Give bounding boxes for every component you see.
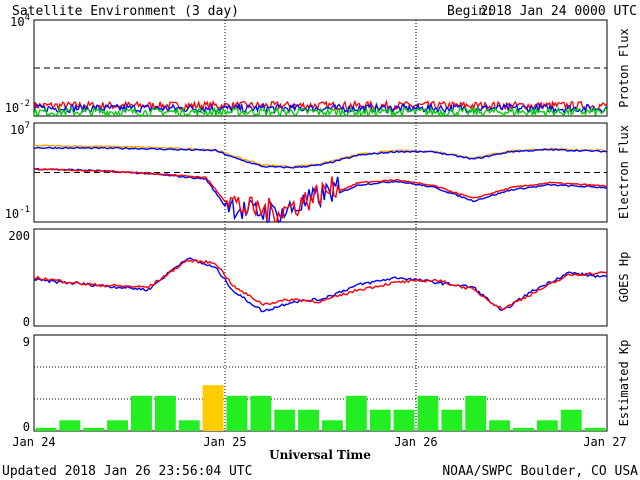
- hp-ytick-top: 200: [8, 229, 30, 243]
- proton-ytick-bottom: 10-2: [5, 99, 30, 115]
- kp-bar: [131, 395, 152, 431]
- kp-panel: 9 0 Estimated Kp: [23, 335, 631, 434]
- proton-series-group: [33, 67, 608, 119]
- proton-ytick-top: 104: [10, 13, 30, 29]
- hp-series-1: [33, 259, 608, 311]
- kp-bar: [584, 427, 606, 431]
- proton-series-2: [33, 105, 608, 119]
- kp-bar: [298, 409, 319, 431]
- day-dividers: [224, 20, 417, 431]
- kp-bar: [441, 409, 463, 431]
- kp-bar: [178, 420, 200, 431]
- kp-bars-group: [35, 385, 606, 431]
- kp-gridlines: [34, 366, 607, 400]
- xtick-0: Jan 24: [12, 435, 55, 449]
- hp-series-group: [33, 257, 608, 313]
- electron-ytick-bottom: 10-1: [5, 205, 30, 221]
- kp-bar: [202, 385, 224, 431]
- proton-series-0: [33, 99, 608, 112]
- kp-bar: [322, 420, 343, 431]
- electron-series-group: [33, 144, 608, 224]
- credit-text: NOAA/SWPC Boulder, CO USA: [442, 464, 638, 479]
- kp-bar: [489, 420, 510, 431]
- hp-panel-frame: [33, 228, 608, 327]
- electron-flux-panel: 107 10-1 Electron Flux: [5, 121, 631, 224]
- kp-bar: [513, 427, 534, 431]
- electron-series-3: [33, 168, 608, 223]
- kp-bar: [59, 420, 81, 431]
- kp-bar: [154, 395, 176, 431]
- xtick-1: Jan 25: [203, 435, 246, 449]
- begin-label: Begin:: [447, 4, 494, 19]
- xtick-2: Jan 26: [394, 435, 437, 449]
- begin-date: 2018 Jan 24 0000 UTC: [480, 4, 637, 19]
- electron-ylabel: Electron Flux: [617, 125, 631, 219]
- proton-flux-panel: 104 10-2 Proton Flux: [5, 13, 631, 119]
- kp-bar: [369, 409, 391, 431]
- kp-bar: [393, 409, 415, 431]
- kp-ytick-top: 9: [23, 335, 30, 349]
- electron-ytick-top: 107: [10, 121, 30, 137]
- chart-title: Satellite Environment (3 day): [12, 4, 239, 19]
- kp-ytick-bottom: 0: [23, 420, 30, 434]
- updated-timestamp: Updated 2018 Jan 26 23:56:04 UTC: [2, 464, 252, 479]
- goes-hp-panel: 200 0 GOES Hp: [8, 229, 631, 329]
- kp-bar: [35, 427, 57, 431]
- kp-bar: [465, 395, 487, 431]
- kp-bar: [345, 395, 367, 431]
- kp-bar: [417, 395, 439, 431]
- kp-panel-frame: [33, 334, 608, 432]
- kp-bar: [107, 420, 128, 431]
- hp-ytick-bottom: 0: [23, 315, 30, 329]
- kp-bar: [226, 395, 248, 431]
- kp-bar: [536, 420, 558, 431]
- kp-bar: [83, 427, 105, 431]
- kp-bar: [250, 395, 272, 431]
- electron-series-1: [33, 146, 607, 169]
- hp-ylabel: GOES Hp: [617, 252, 631, 303]
- kp-bar: [560, 409, 582, 431]
- kp-ylabel: Estimated Kp: [617, 340, 631, 427]
- xtick-3: Jan 27: [583, 435, 626, 449]
- electron-series-0: [33, 144, 608, 169]
- proton-ylabel: Proton Flux: [617, 28, 631, 107]
- kp-bar: [274, 409, 296, 431]
- hp-series-0: [33, 257, 608, 313]
- x-axis-label: Universal Time: [269, 448, 371, 462]
